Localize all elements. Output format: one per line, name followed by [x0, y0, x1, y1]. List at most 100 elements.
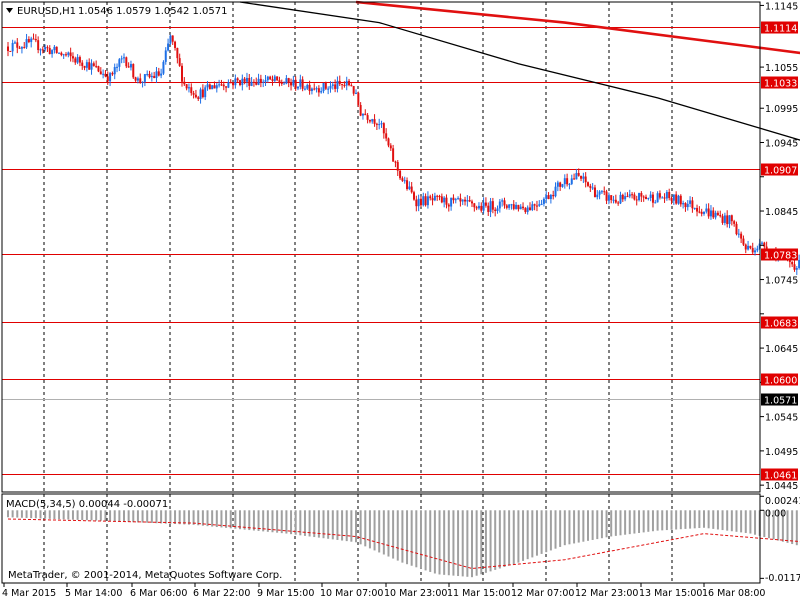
candle: [134, 76, 137, 82]
candle-body: [13, 42, 16, 44]
candle-body: [380, 123, 383, 125]
candle: [199, 87, 202, 104]
candle: [489, 197, 492, 218]
macd-bar: [651, 510, 654, 532]
candle: [331, 81, 334, 90]
candle: [252, 79, 255, 87]
candle-body: [475, 207, 478, 209]
candle-body: [27, 39, 30, 43]
collapse-triangle-icon[interactable]: [6, 8, 13, 13]
candle-body: [34, 39, 37, 41]
macd-bar: [596, 510, 599, 540]
macd-bar: [225, 510, 228, 528]
candle-body: [577, 173, 580, 176]
candle: [700, 208, 703, 217]
candle-body: [795, 268, 798, 270]
macd-bar: [726, 510, 729, 531]
candle-body: [568, 183, 571, 185]
candle: [99, 67, 102, 75]
macd-bar: [7, 510, 9, 518]
candle: [366, 112, 369, 124]
candle-body: [218, 84, 221, 86]
candle-body: [751, 248, 754, 253]
candle: [16, 38, 19, 54]
candle-body: [619, 194, 622, 204]
candle: [292, 75, 295, 87]
candle: [691, 196, 694, 213]
candle-body: [129, 64, 132, 68]
candle: [580, 175, 583, 182]
candle-body: [394, 161, 397, 163]
macd-bar: [522, 510, 525, 561]
candle-body: [273, 76, 276, 81]
candle: [324, 81, 327, 91]
candle-body: [99, 71, 102, 75]
candle: [127, 62, 130, 68]
candle-body: [382, 123, 385, 134]
candle-body: [721, 216, 724, 223]
candle-body: [74, 58, 77, 63]
candle-body: [735, 223, 738, 235]
candle-body: [682, 203, 685, 205]
macd-bar: [452, 510, 455, 576]
candle: [153, 71, 156, 79]
price-level-label: 1.0907: [764, 166, 797, 177]
candle-body: [645, 196, 647, 199]
candle: [239, 79, 241, 87]
candle-body: [403, 180, 406, 182]
candle: [95, 60, 98, 69]
candle-body: [524, 208, 527, 212]
candle: [501, 198, 504, 207]
candle: [714, 210, 717, 220]
candle-body: [651, 194, 654, 203]
candle: [373, 114, 376, 127]
candle: [299, 74, 302, 90]
candle-body: [461, 199, 464, 202]
candle-body: [83, 65, 86, 68]
candle-body: [547, 195, 550, 200]
candle-body: [118, 59, 121, 67]
candle: [394, 160, 397, 168]
macd-bar: [415, 510, 418, 568]
candle: [642, 195, 645, 202]
macd-bar: [164, 510, 167, 524]
candle-body: [236, 78, 239, 81]
candle: [531, 201, 534, 212]
candle: [187, 83, 190, 93]
candle-body: [612, 199, 615, 201]
candle-body: [640, 193, 643, 197]
candle: [132, 63, 135, 79]
macd-bar: [285, 510, 288, 534]
macd-bar: [554, 510, 557, 549]
price-level-tag: [761, 76, 798, 89]
candle: [410, 182, 413, 194]
macd-bar: [735, 510, 738, 532]
candle: [498, 199, 501, 213]
macd-bar: [39, 510, 42, 519]
candle-body: [171, 35, 174, 42]
candle-body: [58, 52, 61, 54]
candle: [556, 180, 559, 192]
candle: [106, 71, 109, 85]
candle: [401, 176, 404, 182]
candle: [596, 190, 599, 200]
candle: [20, 46, 23, 54]
candle-body: [728, 215, 731, 225]
macd-bar: [517, 510, 520, 563]
macd-bar: [211, 510, 214, 527]
candle: [645, 194, 647, 200]
candle-body: [584, 176, 587, 183]
candle-body: [526, 207, 529, 212]
candle: [614, 194, 617, 204]
candle: [661, 196, 664, 199]
candle: [473, 202, 476, 212]
candle: [450, 197, 453, 211]
candle: [371, 118, 374, 124]
macd-bar: [71, 510, 74, 520]
candle-body: [315, 88, 318, 90]
candle: [67, 51, 70, 58]
macd-bar: [684, 510, 687, 529]
candle: [438, 194, 441, 201]
candle-body: [7, 46, 9, 51]
